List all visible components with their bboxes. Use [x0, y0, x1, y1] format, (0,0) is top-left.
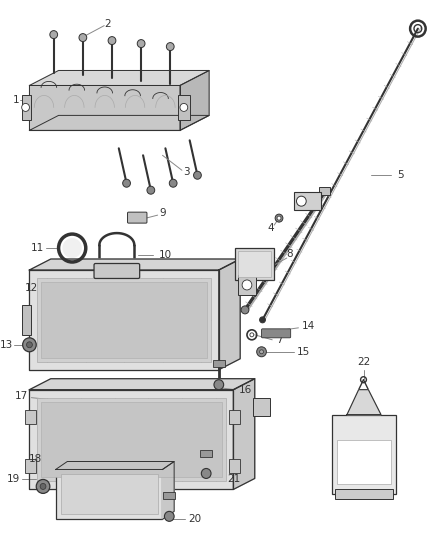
Circle shape — [147, 186, 155, 194]
Text: 20: 20 — [188, 514, 201, 524]
Text: 19: 19 — [6, 474, 20, 484]
Polygon shape — [29, 70, 209, 85]
Polygon shape — [29, 116, 209, 131]
Text: 11: 11 — [31, 243, 44, 253]
Polygon shape — [233, 379, 255, 489]
Circle shape — [169, 179, 177, 187]
Circle shape — [201, 469, 211, 479]
Bar — [21, 95, 32, 120]
Circle shape — [40, 483, 46, 489]
Circle shape — [36, 480, 50, 494]
Bar — [253, 398, 270, 416]
Polygon shape — [162, 462, 174, 519]
Polygon shape — [29, 270, 219, 370]
Polygon shape — [219, 259, 240, 370]
Text: 14: 14 — [301, 321, 315, 331]
Bar — [235, 248, 274, 280]
Bar — [163, 492, 175, 499]
Circle shape — [123, 179, 131, 187]
FancyBboxPatch shape — [94, 263, 140, 278]
Circle shape — [297, 196, 306, 206]
Bar — [41, 402, 222, 478]
Bar — [25, 410, 36, 424]
Polygon shape — [29, 85, 180, 131]
Circle shape — [50, 30, 58, 38]
Bar — [229, 459, 240, 473]
Circle shape — [63, 238, 82, 258]
Circle shape — [242, 280, 252, 290]
Bar — [37, 278, 211, 362]
Text: 9: 9 — [159, 208, 166, 218]
Bar — [229, 410, 240, 424]
Text: 2: 2 — [104, 19, 110, 29]
Bar — [200, 449, 212, 456]
Text: 1: 1 — [13, 95, 19, 106]
Text: 6: 6 — [245, 253, 251, 263]
Text: 17: 17 — [15, 391, 28, 401]
Text: 4: 4 — [267, 223, 274, 233]
Circle shape — [260, 350, 264, 354]
Polygon shape — [347, 390, 381, 415]
Circle shape — [260, 317, 265, 323]
Circle shape — [164, 511, 174, 521]
Bar — [238, 251, 271, 277]
Bar — [56, 470, 162, 519]
Polygon shape — [29, 379, 255, 390]
Bar — [332, 415, 396, 495]
Text: 22: 22 — [357, 357, 370, 367]
Polygon shape — [180, 70, 209, 131]
FancyBboxPatch shape — [127, 212, 147, 223]
Bar — [293, 192, 321, 210]
Circle shape — [214, 379, 224, 390]
Text: 15: 15 — [297, 347, 310, 357]
Circle shape — [180, 103, 188, 111]
Text: 8: 8 — [286, 249, 293, 259]
Polygon shape — [29, 259, 240, 270]
Bar — [238, 275, 256, 295]
Text: 16: 16 — [238, 385, 252, 394]
Bar — [319, 187, 331, 195]
Text: 5: 5 — [397, 170, 404, 180]
Circle shape — [21, 103, 29, 111]
Circle shape — [166, 43, 174, 51]
Bar — [37, 398, 226, 481]
Circle shape — [241, 306, 249, 314]
Bar — [25, 459, 36, 473]
Circle shape — [257, 347, 266, 357]
Text: 10: 10 — [159, 250, 172, 260]
FancyBboxPatch shape — [261, 329, 291, 338]
Circle shape — [79, 34, 87, 42]
Text: 12: 12 — [25, 283, 38, 293]
Bar — [336, 489, 392, 499]
Circle shape — [277, 216, 281, 220]
Circle shape — [137, 39, 145, 47]
Circle shape — [275, 214, 283, 222]
Text: 18: 18 — [28, 455, 42, 464]
Bar — [21, 305, 32, 335]
Polygon shape — [56, 462, 174, 470]
Text: 21: 21 — [227, 474, 240, 484]
Text: 7: 7 — [276, 335, 283, 345]
Bar — [337, 440, 391, 484]
Bar — [213, 360, 225, 367]
Circle shape — [194, 171, 201, 179]
Circle shape — [108, 37, 116, 45]
Bar — [60, 474, 158, 514]
Bar — [41, 282, 207, 358]
Bar — [178, 95, 190, 120]
Circle shape — [23, 338, 36, 352]
Polygon shape — [29, 390, 233, 489]
Circle shape — [27, 342, 32, 348]
Text: 3: 3 — [184, 167, 190, 177]
Text: 13: 13 — [0, 340, 13, 350]
Text: MOPAR: MOPAR — [353, 460, 374, 465]
